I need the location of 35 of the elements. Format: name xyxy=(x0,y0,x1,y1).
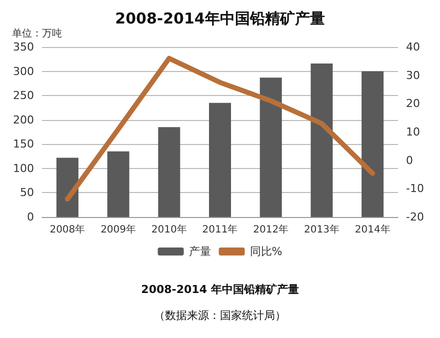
y2-tick-label: -10 xyxy=(406,182,424,196)
y-tick-label: 200 xyxy=(13,113,34,126)
y2-tick-label: 0 xyxy=(406,154,413,167)
y-axis-title: 单位：万吨 xyxy=(12,28,62,40)
y-tick-label: 300 xyxy=(13,64,34,78)
bar xyxy=(362,71,384,217)
y2-tick-label: 10 xyxy=(406,126,420,138)
bar xyxy=(158,127,180,217)
y-tick-label: 50 xyxy=(20,186,34,200)
y2-tick-label: -20 xyxy=(406,210,424,224)
x-tick-label: 2008年 xyxy=(50,224,86,236)
x-tick-label: 2012年 xyxy=(253,224,289,236)
x-tick-label: 2013年 xyxy=(304,224,340,236)
x-tick-label: 2009年 xyxy=(100,224,136,236)
y-tick-label: 150 xyxy=(13,138,34,151)
bar xyxy=(310,64,333,217)
bar xyxy=(209,102,231,217)
text: （数据来源：国家统计局） xyxy=(154,309,286,322)
x-tick-label: 2011年 xyxy=(202,224,238,236)
legend-label: 同比% xyxy=(250,245,282,258)
x-tick-label: 2010年 xyxy=(151,224,187,236)
y-tick-label: 100 xyxy=(13,162,34,175)
y-tick-label: 350 xyxy=(13,40,34,54)
bar xyxy=(260,78,282,217)
y-tick-label: 250 xyxy=(13,89,34,102)
x-tick-label: 2014年 xyxy=(354,224,390,236)
bar xyxy=(107,151,130,217)
y2-tick-label: 40 xyxy=(406,40,420,54)
bar xyxy=(56,158,78,217)
y-tick-label: 0 xyxy=(27,210,34,224)
chart-title: 2008-2014年中国铅精矿产量 xyxy=(115,10,325,28)
y2-tick-label: 30 xyxy=(406,68,420,82)
y2-tick-label: 20 xyxy=(406,97,420,110)
legend-label: 产量 xyxy=(188,245,211,258)
text: 2008-2014 年中国铅精矿产量 xyxy=(141,283,299,296)
